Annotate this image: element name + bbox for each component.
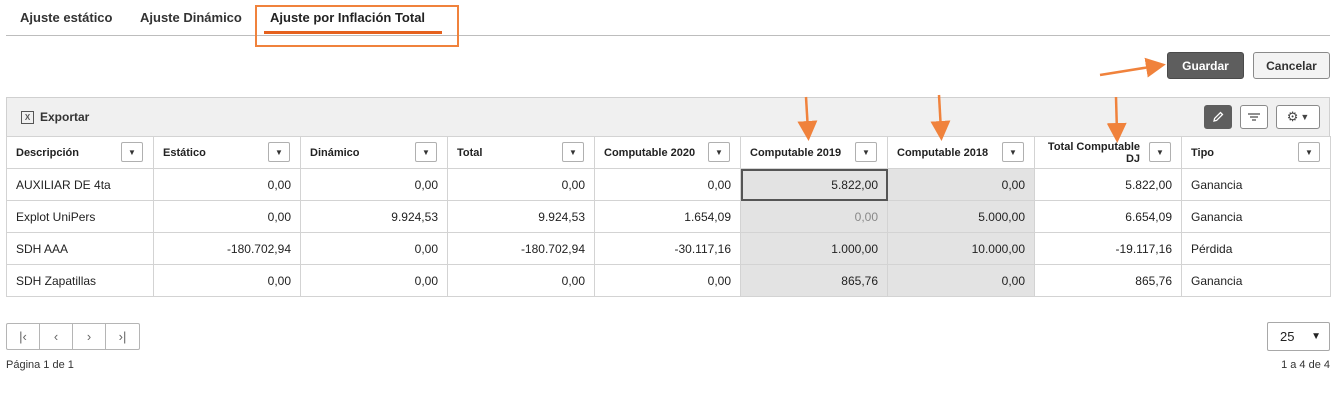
table-cell[interactable]: 9.924,53 <box>300 200 448 233</box>
table-row: AUXILIAR DE 4ta 0,00 0,00 0,00 0,00 5.82… <box>6 168 1331 201</box>
table-cell[interactable]: AUXILIAR DE 4ta <box>6 168 154 201</box>
tab-ajuste-estatico[interactable]: Ajuste estático <box>20 10 113 25</box>
column-menu-icon[interactable]: ▼ <box>1002 142 1024 162</box>
range-info: 1 a 4 de 4 <box>1281 359 1330 371</box>
editable-cell[interactable]: 0,00 <box>887 264 1035 297</box>
gear-icon: ⚙ <box>1286 109 1299 124</box>
table-cell[interactable]: 5.822,00 <box>1034 168 1182 201</box>
column-header[interactable]: Computable 2020 ▼ <box>594 136 741 169</box>
table-row: SDH Zapatillas 0,00 0,00 0,00 0,00 865,7… <box>6 264 1331 297</box>
table-cell[interactable]: -30.117,16 <box>594 232 741 265</box>
column-header[interactable]: Computable 2019 ▼ <box>740 136 888 169</box>
editable-cell[interactable]: 1.000,00 <box>740 232 888 265</box>
excel-icon: X <box>21 110 34 124</box>
settings-dropdown[interactable]: ⚙ ▼ <box>1276 105 1320 129</box>
list-lines-icon <box>1248 113 1260 121</box>
annotation-arrow <box>1099 57 1166 78</box>
table-cell[interactable]: -180.702,94 <box>447 232 595 265</box>
column-menu-icon[interactable]: ▼ <box>708 142 730 162</box>
column-menu-icon[interactable]: ▼ <box>1298 142 1320 162</box>
table-cell[interactable]: Ganancia <box>1181 264 1331 297</box>
table-cell[interactable]: Ganancia <box>1181 168 1331 201</box>
page-size-select[interactable]: 25 ▼ <box>1267 322 1330 351</box>
table-cell[interactable]: 0,00 <box>594 264 741 297</box>
table-cell[interactable]: 865,76 <box>1034 264 1182 297</box>
editable-cell[interactable]: 0,00 <box>740 200 888 233</box>
cancel-button[interactable]: Cancelar <box>1253 52 1330 79</box>
column-header[interactable]: Descripción ▼ <box>6 136 154 169</box>
prev-page-button[interactable]: ‹ <box>40 324 73 349</box>
next-page-button[interactable]: › <box>73 324 106 349</box>
columns-button[interactable] <box>1240 105 1268 129</box>
column-header[interactable]: Dinámico ▼ <box>300 136 448 169</box>
column-menu-icon[interactable]: ▼ <box>121 142 143 162</box>
table-row: SDH AAA -180.702,94 0,00 -180.702,94 -30… <box>6 232 1331 265</box>
first-page-icon: |‹ <box>19 329 27 344</box>
table-cell[interactable]: -19.117,16 <box>1034 232 1182 265</box>
caret-down-icon: ▼ <box>1300 112 1310 122</box>
save-button[interactable]: Guardar <box>1167 52 1244 79</box>
active-tab-indicator <box>264 31 442 34</box>
table-cell[interactable]: 6.654,09 <box>1034 200 1182 233</box>
first-page-button[interactable]: |‹ <box>7 324 40 349</box>
column-header[interactable]: Estático ▼ <box>153 136 301 169</box>
editing-cell[interactable]: 5.822,00 <box>740 168 888 201</box>
table-cell[interactable]: Ganancia <box>1181 200 1331 233</box>
table-cell[interactable]: 0,00 <box>153 264 301 297</box>
column-header[interactable]: Total ▼ <box>447 136 595 169</box>
annotation-highlight-box <box>255 5 459 47</box>
editable-cell[interactable]: 10.000,00 <box>887 232 1035 265</box>
pagination: |‹ ‹ › ›| <box>6 323 140 350</box>
tab-bar: Ajuste estático Ajuste Dinámico Ajuste p… <box>6 0 1330 36</box>
editable-cell[interactable]: 5.000,00 <box>887 200 1035 233</box>
column-header[interactable]: Tipo ▼ <box>1181 136 1331 169</box>
table-cell[interactable]: 9.924,53 <box>447 200 595 233</box>
table-cell[interactable]: 0,00 <box>300 232 448 265</box>
table-row: Explot UniPers 0,00 9.924,53 9.924,53 1.… <box>6 200 1331 233</box>
column-header[interactable]: Total Computable DJ ▼ <box>1034 136 1182 169</box>
chevron-right-icon: › <box>86 329 92 344</box>
table-cell[interactable]: SDH AAA <box>6 232 154 265</box>
table-cell[interactable]: 0,00 <box>300 168 448 201</box>
chevron-left-icon: ‹ <box>53 329 59 344</box>
table-cell[interactable]: 0,00 <box>153 200 301 233</box>
last-page-icon: ›| <box>118 329 127 344</box>
table-cell[interactable]: 0,00 <box>447 168 595 201</box>
export-button[interactable]: X Exportar <box>21 110 89 124</box>
last-page-button[interactable]: ›| <box>106 324 139 349</box>
export-label: Exportar <box>40 110 90 124</box>
column-menu-icon[interactable]: ▼ <box>1149 142 1171 162</box>
edit-button[interactable] <box>1204 105 1232 129</box>
header-row: Descripción ▼ Estático ▼ Dinámico ▼ Total ▼ … <box>6 136 1331 169</box>
table-cell[interactable]: 0,00 <box>594 168 741 201</box>
page-info: Página 1 de 1 <box>6 359 74 371</box>
table-cell[interactable]: 1.654,09 <box>594 200 741 233</box>
column-menu-icon[interactable]: ▼ <box>415 142 437 162</box>
table-cell[interactable]: Pérdida <box>1181 232 1331 265</box>
table-cell[interactable]: 0,00 <box>300 264 448 297</box>
column-menu-icon[interactable]: ▼ <box>268 142 290 162</box>
column-menu-icon[interactable]: ▼ <box>855 142 877 162</box>
pencil-icon <box>1213 111 1224 122</box>
editable-cell[interactable]: 865,76 <box>740 264 888 297</box>
column-menu-icon[interactable]: ▼ <box>562 142 584 162</box>
table-cell[interactable]: 0,00 <box>447 264 595 297</box>
tab-ajuste-dinamico[interactable]: Ajuste Dinámico <box>140 10 242 25</box>
table-cell[interactable]: SDH Zapatillas <box>6 264 154 297</box>
column-header[interactable]: Computable 2018 ▼ <box>887 136 1035 169</box>
data-grid: Descripción ▼ Estático ▼ Dinámico ▼ Total ▼ … <box>6 136 1331 297</box>
editable-cell[interactable]: 0,00 <box>887 168 1035 201</box>
grid-toolbar: X Exportar ⚙ ▼ <box>6 97 1330 136</box>
table-cell[interactable]: Explot UniPers <box>6 200 154 233</box>
page-size-value: 25 <box>1280 329 1295 344</box>
tab-ajuste-inflacion-total[interactable]: Ajuste por Inflación Total <box>270 10 426 25</box>
table-cell[interactable]: 0,00 <box>153 168 301 201</box>
table-cell[interactable]: -180.702,94 <box>153 232 301 265</box>
caret-down-icon: ▼ <box>1311 331 1321 342</box>
